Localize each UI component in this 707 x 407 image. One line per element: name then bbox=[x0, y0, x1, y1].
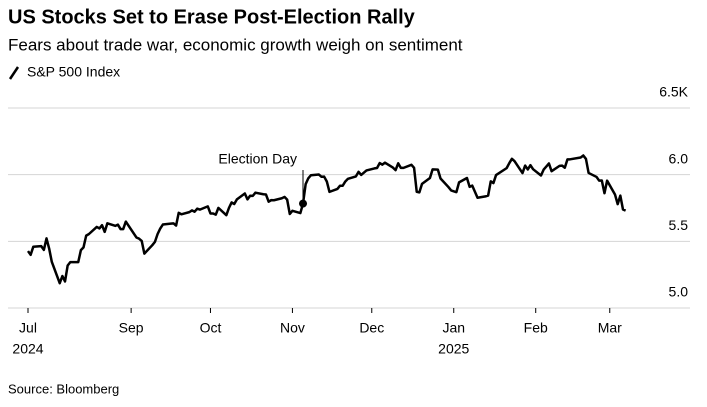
x-tick-year: 2024 bbox=[12, 341, 43, 357]
source: Source: Bloomberg bbox=[8, 381, 119, 396]
y-tick-label: 6.0 bbox=[669, 150, 689, 166]
x-tick-label: Oct bbox=[200, 320, 222, 336]
y-tick-label: 5.5 bbox=[669, 217, 689, 233]
x-tick-label: Sep bbox=[119, 320, 144, 336]
chart-subtitle: Fears about trade war, economic growth w… bbox=[8, 35, 463, 54]
y-tick-label: 5.0 bbox=[669, 284, 689, 300]
chart-title: US Stocks Set to Erase Post-Election Ral… bbox=[8, 6, 416, 28]
x-tick-year: 2025 bbox=[438, 341, 469, 357]
line-series bbox=[26, 154, 627, 285]
y-tick-label: 6.5K bbox=[659, 84, 688, 100]
annotation-dot bbox=[299, 199, 308, 208]
x-tick-label: Dec bbox=[359, 320, 384, 336]
annotation-label: Election Day bbox=[218, 151, 297, 167]
x-tick-label: Jan bbox=[442, 320, 465, 336]
legend-swatch bbox=[8, 66, 20, 80]
x-tick-label: Feb bbox=[524, 320, 548, 336]
x-tick-label: Nov bbox=[280, 320, 305, 336]
legend-label: S&P 500 Index bbox=[27, 64, 120, 80]
x-tick-label: Jul bbox=[19, 320, 37, 336]
x-tick-label: Mar bbox=[598, 320, 622, 336]
